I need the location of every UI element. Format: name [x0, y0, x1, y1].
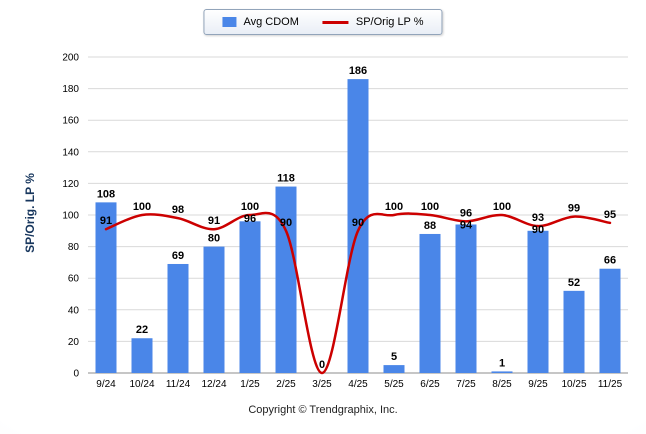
value-label: 93 — [532, 212, 544, 224]
bar — [203, 246, 225, 373]
line-swatch-icon — [322, 20, 349, 24]
x-tick-label: 9/24 — [96, 379, 116, 390]
y-tick-label: 0 — [73, 369, 79, 380]
bar — [95, 202, 117, 373]
value-label: 22 — [136, 324, 148, 336]
value-label: 100 — [493, 201, 511, 213]
y-tick-label: 100 — [62, 211, 79, 222]
value-label: 91 — [208, 215, 220, 227]
bar — [563, 290, 585, 373]
x-tick-label: 10/24 — [129, 379, 154, 390]
y-tick-label: 60 — [68, 274, 80, 285]
value-label: 88 — [424, 220, 436, 232]
x-tick-label: 4/25 — [348, 379, 368, 390]
bar — [275, 186, 297, 373]
x-tick-label: 10/25 — [561, 379, 586, 390]
value-label: 5 — [391, 351, 397, 363]
copyright-text: Copyright © Trendgraphix, Inc. — [248, 404, 398, 416]
value-label: 0 — [319, 359, 325, 371]
legend-item-sp-orig-lp: SP/Orig LP % — [322, 16, 424, 28]
value-label: 118 — [277, 173, 295, 185]
x-tick-label: 9/25 — [528, 379, 548, 390]
x-tick-label: 11/24 — [166, 379, 191, 390]
bar — [599, 268, 621, 373]
bar — [131, 338, 153, 373]
value-label: 52 — [568, 277, 580, 289]
value-label: 108 — [97, 188, 115, 200]
y-tick-label: 180 — [62, 84, 79, 95]
value-label: 90 — [352, 217, 364, 229]
value-label: 100 — [385, 201, 403, 213]
x-tick-label: 2/25 — [276, 379, 296, 390]
legend-label-sp-orig-lp: SP/Orig LP % — [355, 16, 424, 28]
trend-line — [104, 211, 612, 375]
y-tick-label: 200 — [62, 53, 79, 64]
value-label: 186 — [349, 65, 367, 77]
value-label: 98 — [172, 204, 184, 216]
value-label: 66 — [604, 255, 616, 267]
value-label: 90 — [532, 224, 544, 236]
bar — [167, 263, 189, 373]
value-label: 91 — [100, 215, 112, 227]
bar — [491, 371, 513, 373]
value-label: 96 — [460, 207, 472, 219]
legend-label-avg-cdom: Avg CDOM — [243, 16, 299, 28]
x-tick-label: 8/25 — [492, 379, 512, 390]
x-tick-label: 3/25 — [312, 379, 332, 390]
bar — [455, 224, 477, 373]
y-tick-label: 40 — [68, 305, 80, 316]
value-label: 100 — [421, 201, 439, 213]
value-label: 80 — [208, 233, 220, 245]
y-tick-label: 140 — [62, 147, 79, 158]
legend-item-avg-cdom: Avg CDOM — [222, 16, 299, 28]
value-label: 1 — [499, 357, 505, 369]
x-tick-label: 7/25 — [456, 379, 476, 390]
value-label: 100 — [133, 201, 151, 213]
value-label: 69 — [172, 250, 184, 262]
value-label: 99 — [568, 203, 580, 215]
x-tick-label: 5/25 — [384, 379, 404, 390]
value-label: 96 — [244, 213, 256, 225]
value-label: 95 — [604, 209, 616, 221]
y-tick-label: 80 — [68, 242, 80, 253]
legend: Avg CDOM SP/Orig LP % — [203, 9, 443, 35]
value-label: 100 — [241, 201, 259, 213]
y-tick-label: 20 — [68, 337, 80, 348]
bar — [383, 365, 405, 373]
value-label: 94 — [460, 219, 473, 231]
y-tick-label: 120 — [62, 179, 79, 190]
bar — [239, 221, 261, 373]
bar — [527, 230, 549, 373]
value-label: 90 — [280, 217, 292, 229]
y-tick-label: 160 — [62, 116, 79, 127]
x-tick-label: 12/24 — [201, 379, 226, 390]
bar — [347, 79, 369, 374]
bar-swatch-icon — [222, 17, 237, 27]
x-tick-label: 1/25 — [240, 379, 260, 390]
x-tick-label: 6/25 — [420, 379, 440, 390]
bar — [419, 233, 441, 373]
x-tick-label: 11/25 — [598, 379, 623, 390]
